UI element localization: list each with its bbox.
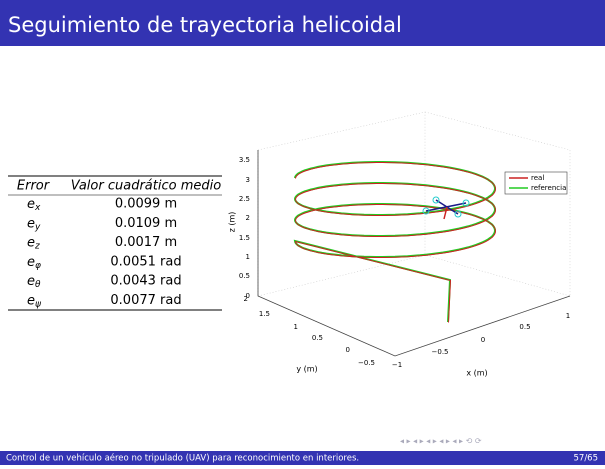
error-value: 0.0051 rad: [110, 254, 181, 269]
subscript: y: [34, 222, 41, 232]
x-tick-label: 0: [481, 336, 485, 344]
subscript: x: [34, 203, 41, 213]
symbol: e: [27, 274, 35, 289]
y-axis-label: y (m): [296, 365, 317, 374]
axis-line: [257, 150, 571, 357]
y-tick-label: 1: [294, 323, 298, 331]
error-value: 0.0077 rad: [110, 293, 181, 308]
x-tick-label: 0.5: [519, 323, 530, 331]
z-tick-label: 1: [246, 253, 250, 261]
footer-bar: [0, 451, 605, 465]
error-symbol: ez: [27, 235, 40, 251]
x-tick-label: 1: [566, 312, 570, 320]
z-tick-label: 0.5: [239, 272, 250, 280]
column-header: Error: [17, 179, 51, 194]
error-value: 0.0099 m: [115, 197, 177, 212]
symbol: e: [27, 235, 35, 250]
error-value: 0.0109 m: [115, 216, 177, 231]
quadrotor: [422, 196, 470, 220]
slide-title: Seguimiento de trayectoria helicoidal: [8, 13, 402, 37]
reference-trajectory: [293, 161, 497, 323]
x-tick-label: −1: [392, 361, 402, 369]
error-symbol: eφ: [27, 254, 41, 270]
legend-label: referencia: [531, 184, 566, 192]
z-tick-label: 0: [246, 292, 250, 300]
page-number: 57/65: [574, 454, 599, 464]
z-tick-label: 2.5: [239, 195, 250, 203]
symbol: e: [27, 254, 35, 269]
error-symbol: eψ: [27, 293, 42, 309]
y-tick-label: 1.5: [259, 310, 270, 318]
column-header: Valor cuadrático medio: [71, 179, 221, 194]
error-symbol: ex: [27, 197, 41, 213]
x-axis-label: x (m): [466, 369, 487, 378]
error-symbol: ey: [27, 216, 41, 232]
y-tick-label: −0.5: [358, 359, 375, 367]
error-value: 0.0017 m: [115, 235, 177, 250]
symbol: e: [27, 197, 35, 212]
error-symbol: eθ: [27, 274, 41, 290]
z-tick-label: 3.5: [239, 156, 250, 164]
subscript: θ: [35, 280, 41, 290]
symbol: e: [27, 293, 35, 308]
title-bar: [0, 0, 605, 46]
real-trajectory: [294, 162, 497, 323]
symbol: e: [27, 216, 35, 231]
z-tick-label: 3: [246, 176, 250, 184]
subscript: ψ: [35, 299, 42, 309]
x-tick-label: −0.5: [432, 348, 449, 356]
subscript: z: [34, 241, 40, 251]
error-value: 0.0043 rad: [110, 274, 181, 289]
y-tick-label: 2: [244, 295, 248, 303]
legend-label: real: [531, 174, 544, 182]
subscript: φ: [35, 260, 41, 270]
y-tick-label: 0: [346, 346, 350, 354]
footer-text: Control de un vehículo aéreo no tripulad…: [6, 453, 359, 464]
z-tick-label: 2: [246, 214, 250, 222]
z-axis-label: z (m): [228, 212, 237, 233]
navigation-symbols: ◂ ▸ ◂ ▸ ◂ ▸ ◂ ▸ ◂ ▸ ⟲ ⟳: [400, 437, 482, 446]
y-tick-label: 0.5: [312, 334, 323, 342]
z-tick-label: 1.5: [239, 234, 250, 242]
